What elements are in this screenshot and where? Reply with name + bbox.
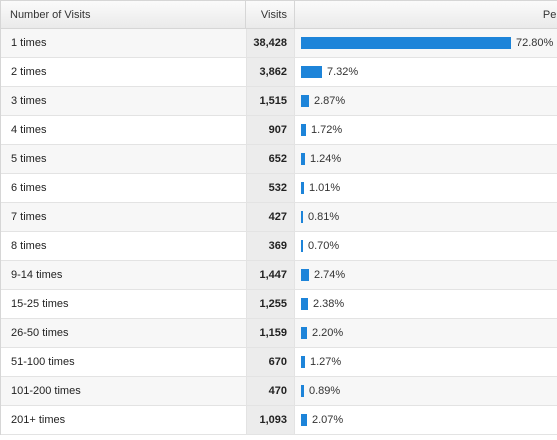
table-row: 6 times 532 1.01% [1,174,557,203]
row-label: 101-200 times [11,385,81,397]
percentage-text: 1.27% [310,356,342,368]
row-visits: 652 [246,145,295,173]
row-visits: 1,447 [246,261,295,289]
table-row: 201+ times 1,093 2.07% [1,406,557,435]
percentage-bar [301,298,308,310]
percentage-text: 7.32% [327,66,359,78]
row-label: 201+ times [11,414,66,426]
row-label: 26-50 times [11,327,69,339]
row-percentage: 0.89% [295,377,557,405]
percentage-bar [301,124,306,136]
row-visits: 470 [246,377,295,405]
row-visits: 3,862 [246,58,295,86]
row-visits: 427 [246,203,295,231]
table-row: 7 times 427 0.81% [1,203,557,232]
table-header: Number of Visits Visits Per [1,0,557,29]
row-label: 4 times [11,124,47,136]
percentage-bar [301,37,511,49]
row-visits: 907 [246,116,295,144]
table-row: 8 times 369 0.70% [1,232,557,261]
row-percentage: 1.27% [295,348,557,376]
row-label: 5 times [11,153,47,165]
row-label: 1 times [11,37,47,49]
percentage-bar [301,269,309,281]
row-visits: 1,255 [246,290,295,318]
percentage-text: 0.81% [308,211,340,223]
row-percentage: 2.07% [295,406,557,434]
row-visits: 369 [246,232,295,260]
header-percentage[interactable]: Per [295,1,557,28]
row-visits: 1,093 [246,406,295,434]
percentage-text: 2.20% [312,327,344,339]
percentage-bar [301,66,322,78]
row-percentage: 2.20% [295,319,557,347]
percentage-text: 72.80% [516,37,554,49]
row-visits: 1,515 [246,87,295,115]
table-row: 26-50 times 1,159 2.20% [1,319,557,348]
row-percentage: 7.32% [295,58,557,86]
percentage-text: 0.89% [309,385,341,397]
row-percentage: 1.01% [295,174,557,202]
row-percentage: 72.80% [295,29,557,57]
percentage-bar [301,385,304,397]
row-label: 8 times [11,240,47,252]
row-percentage: 2.38% [295,290,557,318]
percentage-text: 0.70% [308,240,340,252]
table-row: 5 times 652 1.24% [1,145,557,174]
row-percentage: 1.24% [295,145,557,173]
percentage-text: 1.72% [311,124,343,136]
row-percentage: 1.72% [295,116,557,144]
table-row: 101-200 times 470 0.89% [1,377,557,406]
percentage-bar [301,240,303,252]
table-row: 15-25 times 1,255 2.38% [1,290,557,319]
row-label: 51-100 times [11,356,75,368]
percentage-text: 2.87% [314,95,346,107]
percentage-text: 2.07% [312,414,344,426]
row-percentage: 0.81% [295,203,557,231]
header-number-of-visits[interactable]: Number of Visits [1,1,246,28]
row-label: 9-14 times [11,269,63,281]
row-percentage: 0.70% [295,232,557,260]
table-row: 4 times 907 1.72% [1,116,557,145]
percentage-bar [301,414,307,426]
row-label: 6 times [11,182,47,194]
header-percentage-label: Per [542,8,557,21]
percentage-bar [301,211,303,223]
table-row: 3 times 1,515 2.87% [1,87,557,116]
row-label: 7 times [11,211,47,223]
percentage-bar [301,153,305,165]
table-row: 9-14 times 1,447 2.74% [1,261,557,290]
table-row: 1 times 38,428 72.80% [1,29,557,58]
table-row: 51-100 times 670 1.27% [1,348,557,377]
percentage-bar [301,356,305,368]
row-label: 3 times [11,95,47,107]
table-row: 2 times 3,862 7.32% [1,58,557,87]
percentage-text: 1.01% [309,182,341,194]
percentage-text: 2.38% [313,298,345,310]
row-visits: 38,428 [246,29,295,57]
header-visits[interactable]: Visits [246,1,295,28]
percentage-bar [301,182,304,194]
percentage-text: 1.24% [310,153,342,165]
percentage-text: 2.74% [314,269,346,281]
row-visits: 1,159 [246,319,295,347]
row-visits: 532 [246,174,295,202]
percentage-bar [301,95,309,107]
row-percentage: 2.87% [295,87,557,115]
row-visits: 670 [246,348,295,376]
table-body: 1 times 38,428 72.80% 2 times 3,862 7.32% 3 ti… [1,29,557,435]
row-label: 2 times [11,66,47,78]
percentage-bar [301,327,307,339]
row-percentage: 2.74% [295,261,557,289]
row-label: 15-25 times [11,298,69,310]
